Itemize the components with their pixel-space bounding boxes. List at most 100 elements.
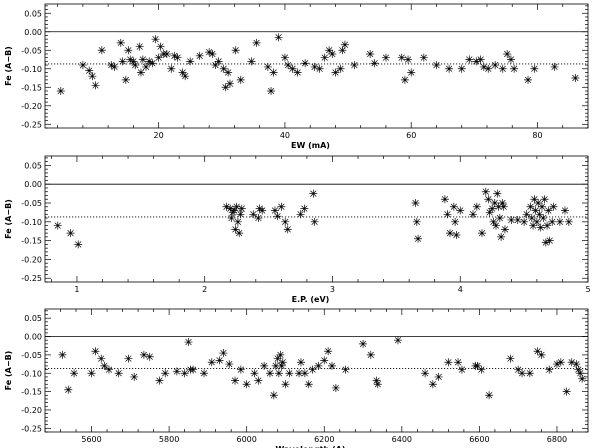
x-tick-label: 5800 xyxy=(159,435,179,444)
data-point xyxy=(178,68,187,77)
data-point xyxy=(215,356,224,365)
data-point xyxy=(148,59,157,68)
y-axis-title: Fe (A−B) xyxy=(4,351,13,391)
data-point xyxy=(328,49,337,58)
data-point xyxy=(503,49,512,58)
data-point xyxy=(225,79,234,88)
data-point xyxy=(571,74,580,83)
data-point xyxy=(110,62,119,71)
data-point xyxy=(411,199,420,208)
data-point xyxy=(522,210,531,219)
data-point xyxy=(97,354,106,363)
data-point xyxy=(544,206,553,215)
data-point xyxy=(489,217,498,226)
data-point xyxy=(499,202,508,211)
data-point xyxy=(254,214,263,223)
x-tick-label: 80 xyxy=(532,131,542,140)
x-axis-title: E.P. (eV) xyxy=(292,295,330,304)
data-point xyxy=(56,86,65,95)
x-tick-label: 6600 xyxy=(469,435,489,444)
y-tick-label: -0.20 xyxy=(21,102,42,111)
data-point xyxy=(269,391,278,400)
y-tick-label: -0.15 xyxy=(21,388,42,397)
y-tick-label: 0.05 xyxy=(24,161,42,170)
data-point xyxy=(495,214,504,223)
data-point xyxy=(525,369,534,378)
data-point xyxy=(472,202,481,211)
data-point xyxy=(421,369,430,378)
data-point xyxy=(200,369,209,378)
data-point xyxy=(498,199,507,208)
y-axis-title: Fe (A−B) xyxy=(4,46,13,86)
x-axis-title: EW (mA) xyxy=(291,141,330,150)
data-point xyxy=(162,49,171,58)
data-point xyxy=(224,68,233,77)
y-tick-label: -0.15 xyxy=(21,83,42,92)
data-point xyxy=(325,46,334,55)
data-point xyxy=(532,217,541,226)
data-point xyxy=(255,204,264,213)
data-point xyxy=(479,62,488,71)
data-point xyxy=(78,61,87,70)
x-tick-label: 6000 xyxy=(237,435,257,444)
data-point xyxy=(324,347,333,356)
data-point xyxy=(434,372,443,381)
data-point xyxy=(366,49,375,58)
data-point xyxy=(373,380,382,389)
data-point xyxy=(524,75,533,84)
data-point xyxy=(514,365,523,374)
data-point xyxy=(252,38,261,47)
y-tick-label: -0.10 xyxy=(21,218,42,227)
data-point xyxy=(195,51,204,60)
data-point xyxy=(472,57,481,66)
data-point xyxy=(130,372,139,381)
data-point xyxy=(207,358,216,367)
data-point xyxy=(310,62,319,71)
data-point xyxy=(276,350,285,359)
data-point xyxy=(205,48,214,57)
y-tick-label: 0.05 xyxy=(24,314,42,323)
data-point xyxy=(267,86,276,95)
data-point xyxy=(263,62,272,71)
data-point xyxy=(555,217,564,226)
data-point xyxy=(428,380,437,389)
data-point xyxy=(359,339,368,348)
data-point xyxy=(296,358,305,367)
data-point xyxy=(400,75,409,84)
data-point xyxy=(550,62,559,71)
plot-frame xyxy=(44,155,589,283)
data-point xyxy=(156,42,165,51)
data-point xyxy=(457,365,466,374)
data-point xyxy=(541,238,550,247)
data-point xyxy=(70,369,79,378)
data-point xyxy=(404,55,413,64)
data-point xyxy=(235,229,244,238)
data-point xyxy=(186,57,195,66)
data-point xyxy=(124,354,133,363)
data-point xyxy=(445,64,454,73)
data-point xyxy=(539,214,548,223)
data-point xyxy=(548,217,557,226)
data-point xyxy=(151,35,160,44)
data-point xyxy=(265,369,274,378)
data-point xyxy=(236,365,245,374)
x-tick-label: 6200 xyxy=(314,435,334,444)
data-point xyxy=(549,202,558,211)
data-point xyxy=(145,57,154,66)
x-axis-title: Wavelength (A) xyxy=(276,445,346,448)
data-point xyxy=(314,361,323,370)
data-point xyxy=(328,361,337,370)
data-point xyxy=(476,55,485,64)
data-point xyxy=(280,53,289,62)
chart-panel-3: 5600 5800 6000 6200 6400 6600 6800 0.05 0.00 -0.0… xyxy=(4,308,589,448)
data-point xyxy=(320,356,329,365)
data-point xyxy=(572,360,581,369)
data-point xyxy=(258,206,267,215)
data-point xyxy=(74,240,83,249)
data-point xyxy=(145,352,154,361)
y-tick-label: 0.00 xyxy=(24,180,42,189)
data-point xyxy=(300,204,309,213)
data-point xyxy=(250,369,259,378)
data-point xyxy=(530,64,539,73)
